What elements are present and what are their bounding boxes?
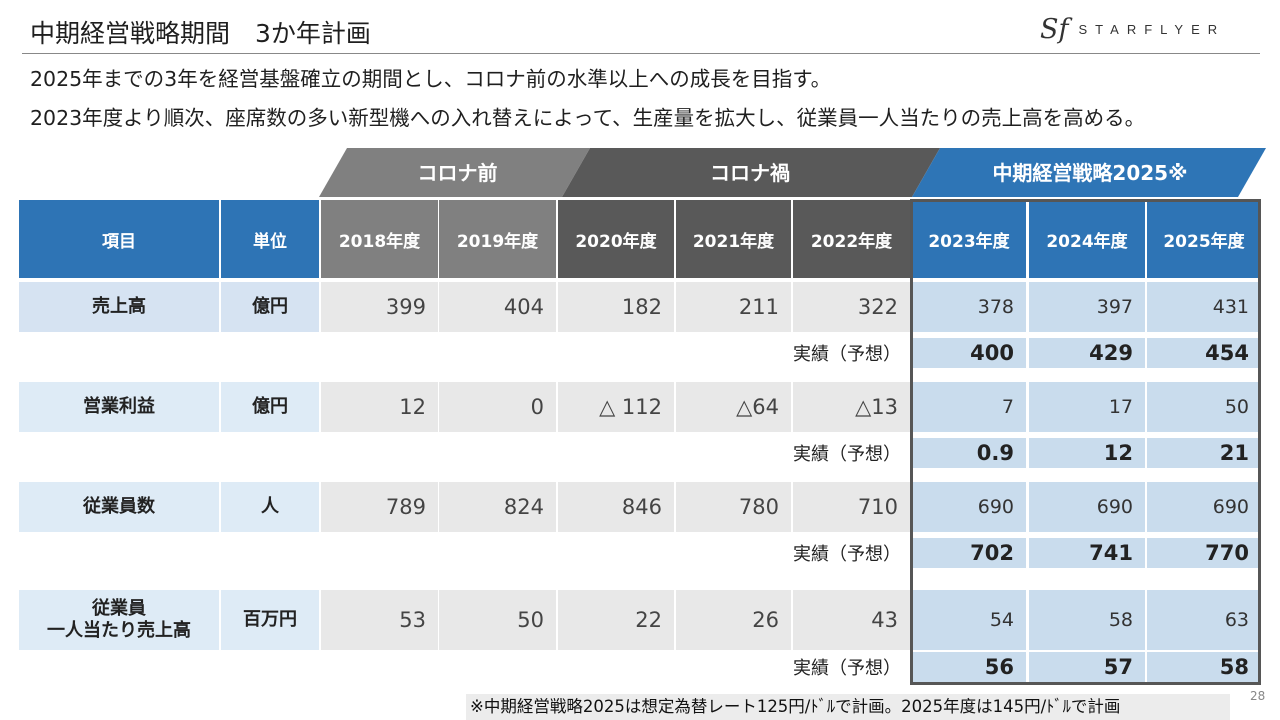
row-unit: 億円 — [221, 382, 319, 432]
value-cell: 846 — [558, 482, 674, 532]
value-cell: 690 — [1147, 482, 1261, 532]
header-year: 2023年度 — [912, 200, 1026, 278]
value-cell: 690 — [912, 482, 1026, 532]
header-year: 2021年度 — [676, 200, 791, 278]
value-cell: 690 — [1029, 482, 1145, 532]
value-cell: 54 — [912, 590, 1026, 650]
row-unit: 百万円 — [221, 590, 319, 650]
header-year: 2024年度 — [1029, 200, 1145, 278]
row-label: 営業利益 — [19, 382, 219, 432]
page-number: 28 — [1250, 689, 1266, 703]
actual-value-cell: 58 — [1147, 652, 1261, 682]
row-unit: 億円 — [221, 282, 319, 332]
value-cell: 322 — [793, 282, 910, 332]
value-cell: △64 — [676, 382, 791, 432]
value-cell: 26 — [676, 590, 791, 650]
starflyer-logo: Sf STARFLYER — [1040, 14, 1225, 45]
value-cell: 780 — [676, 482, 791, 532]
value-cell: 710 — [793, 482, 910, 532]
value-cell: 7 — [912, 382, 1026, 432]
title-divider — [22, 53, 1260, 54]
actual-label: 実績（予想） — [793, 444, 901, 465]
value-cell: 789 — [321, 482, 438, 532]
header-year: 2018年度 — [321, 200, 438, 278]
banner-plan-shape — [912, 148, 1266, 197]
header-year: 2025年度 — [1147, 200, 1261, 278]
actual-value-cell: 400 — [912, 338, 1026, 368]
description-line-1: 2025年までの3年を経営基盤確立の期間とし、コロナ前の水準以上への成長を目指す… — [30, 67, 832, 91]
period-banners — [319, 148, 1266, 197]
actual-value-cell: 12 — [1029, 438, 1145, 468]
actual-value-cell: 770 — [1147, 538, 1261, 568]
header-unit: 単位 — [221, 200, 319, 278]
banner-pre-covid-shape — [319, 148, 590, 197]
value-cell: 0 — [439, 382, 556, 432]
description-line-2: 2023年度より順次、座席数の多い新型機への入れ替えによって、生産量を拡大し、従… — [30, 106, 1146, 130]
actual-value-cell: 454 — [1147, 338, 1261, 368]
footnote: ※中期経営戦略2025は想定為替レート125円/ﾄﾞﾙで計画。2025年度は14… — [466, 694, 1230, 720]
logo-text: STARFLYER — [1078, 22, 1226, 37]
banner-covid: コロナ禍 — [710, 161, 790, 185]
actual-value-cell: 0.9 — [912, 438, 1026, 468]
value-cell: 43 — [793, 590, 910, 650]
header-year: 2020年度 — [558, 200, 674, 278]
value-cell: 378 — [912, 282, 1026, 332]
value-cell: 22 — [558, 590, 674, 650]
value-cell: 399 — [321, 282, 438, 332]
page-title: 中期経営戦略期間 3か年計画 — [30, 19, 371, 48]
row-unit: 人 — [221, 482, 319, 532]
value-cell: 53 — [321, 590, 438, 650]
value-cell: 431 — [1147, 282, 1261, 332]
actual-value-cell: 741 — [1029, 538, 1145, 568]
row-label: 売上高 — [19, 282, 219, 332]
value-cell: 12 — [321, 382, 438, 432]
actual-value-cell: 21 — [1147, 438, 1261, 468]
header-item: 項目 — [19, 200, 219, 278]
value-cell: 824 — [439, 482, 556, 532]
value-cell: 50 — [439, 590, 556, 650]
actual-value-cell: 429 — [1029, 338, 1145, 368]
actual-label: 実績（予想） — [793, 658, 901, 679]
value-cell: 211 — [676, 282, 791, 332]
value-cell: 17 — [1029, 382, 1145, 432]
banner-mid-term-plan: 中期経営戦略2025※ — [992, 161, 1188, 185]
logo-mark: Sf — [1040, 14, 1069, 45]
value-cell: 63 — [1147, 590, 1261, 650]
row-label: 従業員 一人当たり売上高 — [19, 590, 219, 650]
header-year: 2022年度 — [793, 200, 910, 278]
value-cell: △13 — [793, 382, 910, 432]
value-cell: 404 — [439, 282, 556, 332]
value-cell: 397 — [1029, 282, 1145, 332]
value-cell: 182 — [558, 282, 674, 332]
value-cell: 58 — [1029, 590, 1145, 650]
value-cell: 50 — [1147, 382, 1261, 432]
actual-value-cell: 56 — [912, 652, 1026, 682]
row-label: 従業員数 — [19, 482, 219, 532]
actual-label: 実績（予想） — [793, 344, 901, 365]
banner-covid-shape — [562, 148, 940, 197]
actual-value-cell: 57 — [1029, 652, 1145, 682]
header-year: 2019年度 — [439, 200, 556, 278]
value-cell: △ 112 — [558, 382, 674, 432]
actual-label: 実績（予想） — [793, 544, 901, 565]
banner-pre-covid: コロナ前 — [417, 161, 498, 185]
actual-value-cell: 702 — [912, 538, 1026, 568]
